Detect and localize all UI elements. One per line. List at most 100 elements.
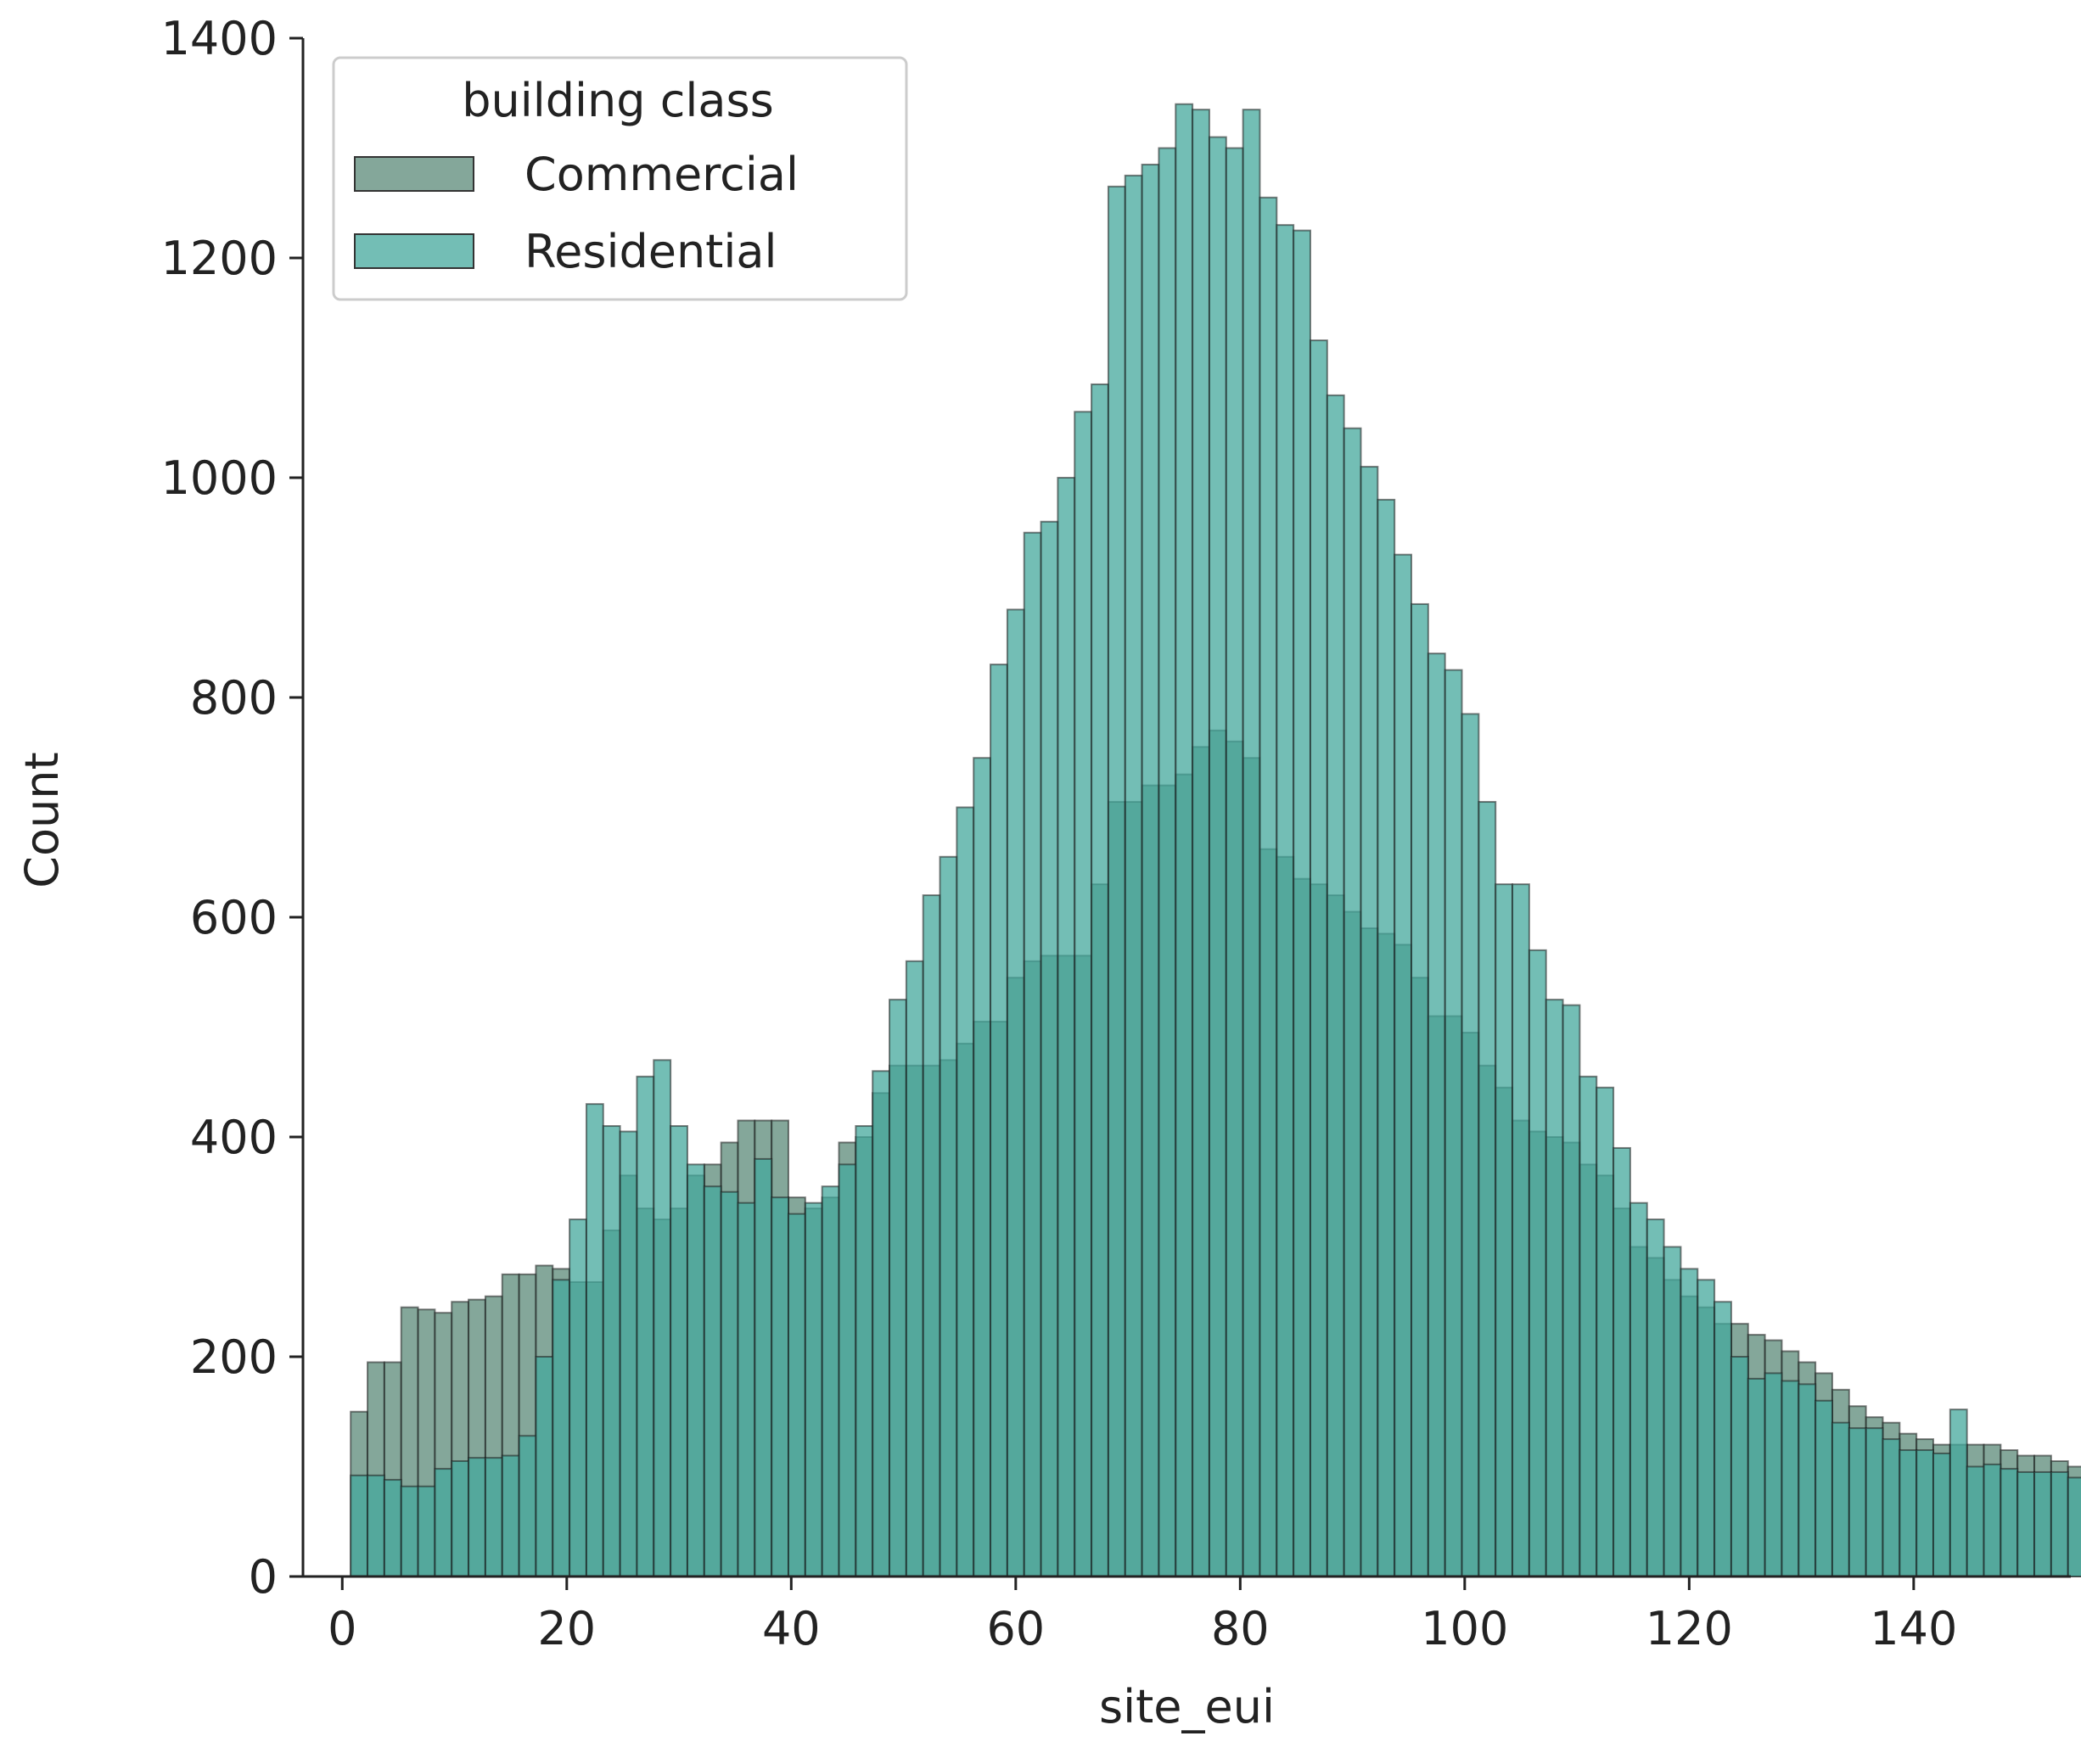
bars-residential bbox=[350, 103, 2081, 1578]
bar-residential-26 bbox=[787, 1212, 806, 1578]
bar-residential-71 bbox=[1545, 999, 1564, 1577]
bar-residential-63 bbox=[1411, 602, 1429, 1577]
bar-residential-21 bbox=[703, 1185, 722, 1578]
bar-residential-36 bbox=[956, 806, 975, 1577]
bar-residential-6 bbox=[451, 1460, 470, 1578]
bar-residential-77 bbox=[1646, 1218, 1665, 1577]
bar-residential-89 bbox=[1848, 1427, 1867, 1578]
bar-residential-67 bbox=[1478, 801, 1497, 1577]
bar-residential-10 bbox=[518, 1435, 537, 1577]
bar-residential-78 bbox=[1663, 1246, 1682, 1577]
bar-residential-95 bbox=[1949, 1408, 1968, 1578]
bar-residential-64 bbox=[1427, 652, 1446, 1578]
x-tick-label-80: 80 bbox=[1211, 1602, 1270, 1655]
legend-title: building class bbox=[462, 74, 774, 127]
bar-residential-80 bbox=[1697, 1279, 1716, 1577]
bar-residential-88 bbox=[1831, 1421, 1850, 1577]
bar-residential-12 bbox=[552, 1279, 571, 1577]
bar-residential-81 bbox=[1714, 1301, 1732, 1577]
bar-residential-34 bbox=[922, 894, 941, 1577]
bar-residential-25 bbox=[771, 1196, 789, 1577]
bar-residential-32 bbox=[889, 999, 907, 1577]
axes bbox=[301, 38, 2071, 1578]
bar-residential-69 bbox=[1512, 883, 1530, 1577]
bar-residential-93 bbox=[1916, 1449, 1934, 1577]
y-tick-label-0: 0 bbox=[249, 1550, 278, 1604]
bar-residential-35 bbox=[939, 855, 958, 1577]
bar-residential-61 bbox=[1377, 498, 1396, 1577]
bar-residential-53 bbox=[1242, 109, 1261, 1577]
bar-residential-60 bbox=[1360, 466, 1379, 1577]
bar-residential-46 bbox=[1124, 174, 1143, 1577]
bar-residential-42 bbox=[1057, 477, 1076, 1577]
bar-residential-43 bbox=[1074, 411, 1093, 1577]
bar-residential-37 bbox=[973, 757, 992, 1577]
bar-residential-100 bbox=[2033, 1470, 2052, 1577]
x-tick-label-0: 0 bbox=[328, 1602, 356, 1655]
bar-residential-5 bbox=[434, 1468, 453, 1577]
bar-residential-96 bbox=[1966, 1465, 1985, 1577]
bar-residential-23 bbox=[737, 1201, 756, 1577]
bar-residential-15 bbox=[602, 1125, 621, 1578]
bar-residential-19 bbox=[670, 1125, 688, 1578]
bar-residential-0 bbox=[350, 1474, 369, 1577]
bar-residential-79 bbox=[1680, 1268, 1699, 1578]
bar-residential-38 bbox=[990, 664, 1008, 1577]
y-tick-label-800: 800 bbox=[190, 671, 278, 725]
bar-residential-41 bbox=[1040, 520, 1059, 1577]
bar-residential-54 bbox=[1259, 196, 1278, 1577]
bar-residential-76 bbox=[1629, 1201, 1648, 1577]
bar-residential-56 bbox=[1293, 229, 1311, 1577]
bar-residential-62 bbox=[1394, 553, 1413, 1577]
legend-swatch-commercial bbox=[354, 156, 474, 192]
bar-residential-73 bbox=[1579, 1075, 1598, 1577]
bar-residential-18 bbox=[653, 1059, 672, 1577]
bar-residential-14 bbox=[585, 1103, 604, 1577]
bar-residential-57 bbox=[1309, 339, 1328, 1577]
bar-residential-65 bbox=[1444, 669, 1463, 1577]
bar-residential-66 bbox=[1461, 713, 1480, 1577]
bar-residential-49 bbox=[1175, 103, 1194, 1578]
y-ticks: 0 200 400 600 800 1000 1200 1400 bbox=[161, 12, 303, 1604]
legend-label-commercial: Commercial bbox=[524, 148, 799, 201]
bar-residential-83 bbox=[1747, 1377, 1766, 1578]
y-tick-label-400: 400 bbox=[190, 1111, 278, 1164]
legend-box bbox=[332, 56, 908, 301]
x-tick-label-140: 140 bbox=[1870, 1602, 1957, 1655]
x-tick-label-40: 40 bbox=[762, 1602, 821, 1655]
y-tick-label-1400: 1400 bbox=[161, 12, 278, 65]
bar-residential-31 bbox=[872, 1070, 891, 1578]
bar-residential-28 bbox=[821, 1185, 840, 1578]
bar-residential-98 bbox=[2000, 1468, 2019, 1577]
bar-residential-16 bbox=[619, 1130, 638, 1577]
x-tick-label-20: 20 bbox=[537, 1602, 596, 1655]
bar-residential-59 bbox=[1343, 427, 1362, 1578]
bar-residential-74 bbox=[1596, 1086, 1615, 1577]
bar-residential-97 bbox=[1983, 1463, 2002, 1578]
bar-residential-17 bbox=[636, 1075, 655, 1577]
bar-residential-99 bbox=[2016, 1470, 2036, 1577]
y-tick-label-200: 200 bbox=[190, 1330, 278, 1384]
bar-residential-29 bbox=[838, 1163, 857, 1577]
legend-swatch-residential bbox=[354, 233, 474, 269]
bar-residential-33 bbox=[905, 960, 924, 1578]
bar-residential-8 bbox=[484, 1457, 503, 1578]
bar-residential-52 bbox=[1225, 147, 1244, 1577]
bar-residential-55 bbox=[1276, 224, 1295, 1577]
bar-residential-102 bbox=[2067, 1476, 2081, 1577]
bar-residential-72 bbox=[1562, 1004, 1581, 1577]
bar-residential-86 bbox=[1798, 1383, 1817, 1577]
bar-residential-24 bbox=[754, 1157, 773, 1578]
bar-residential-101 bbox=[2050, 1470, 2069, 1577]
bar-residential-91 bbox=[1882, 1438, 1901, 1577]
bar-residential-1 bbox=[367, 1474, 385, 1577]
bar-residential-51 bbox=[1208, 136, 1227, 1577]
bar-residential-13 bbox=[569, 1218, 587, 1577]
legend-label-residential: Residential bbox=[524, 225, 777, 278]
bar-residential-87 bbox=[1815, 1399, 1833, 1578]
bar-residential-4 bbox=[417, 1485, 436, 1578]
bar-residential-27 bbox=[804, 1201, 823, 1577]
bar-residential-2 bbox=[383, 1479, 402, 1578]
